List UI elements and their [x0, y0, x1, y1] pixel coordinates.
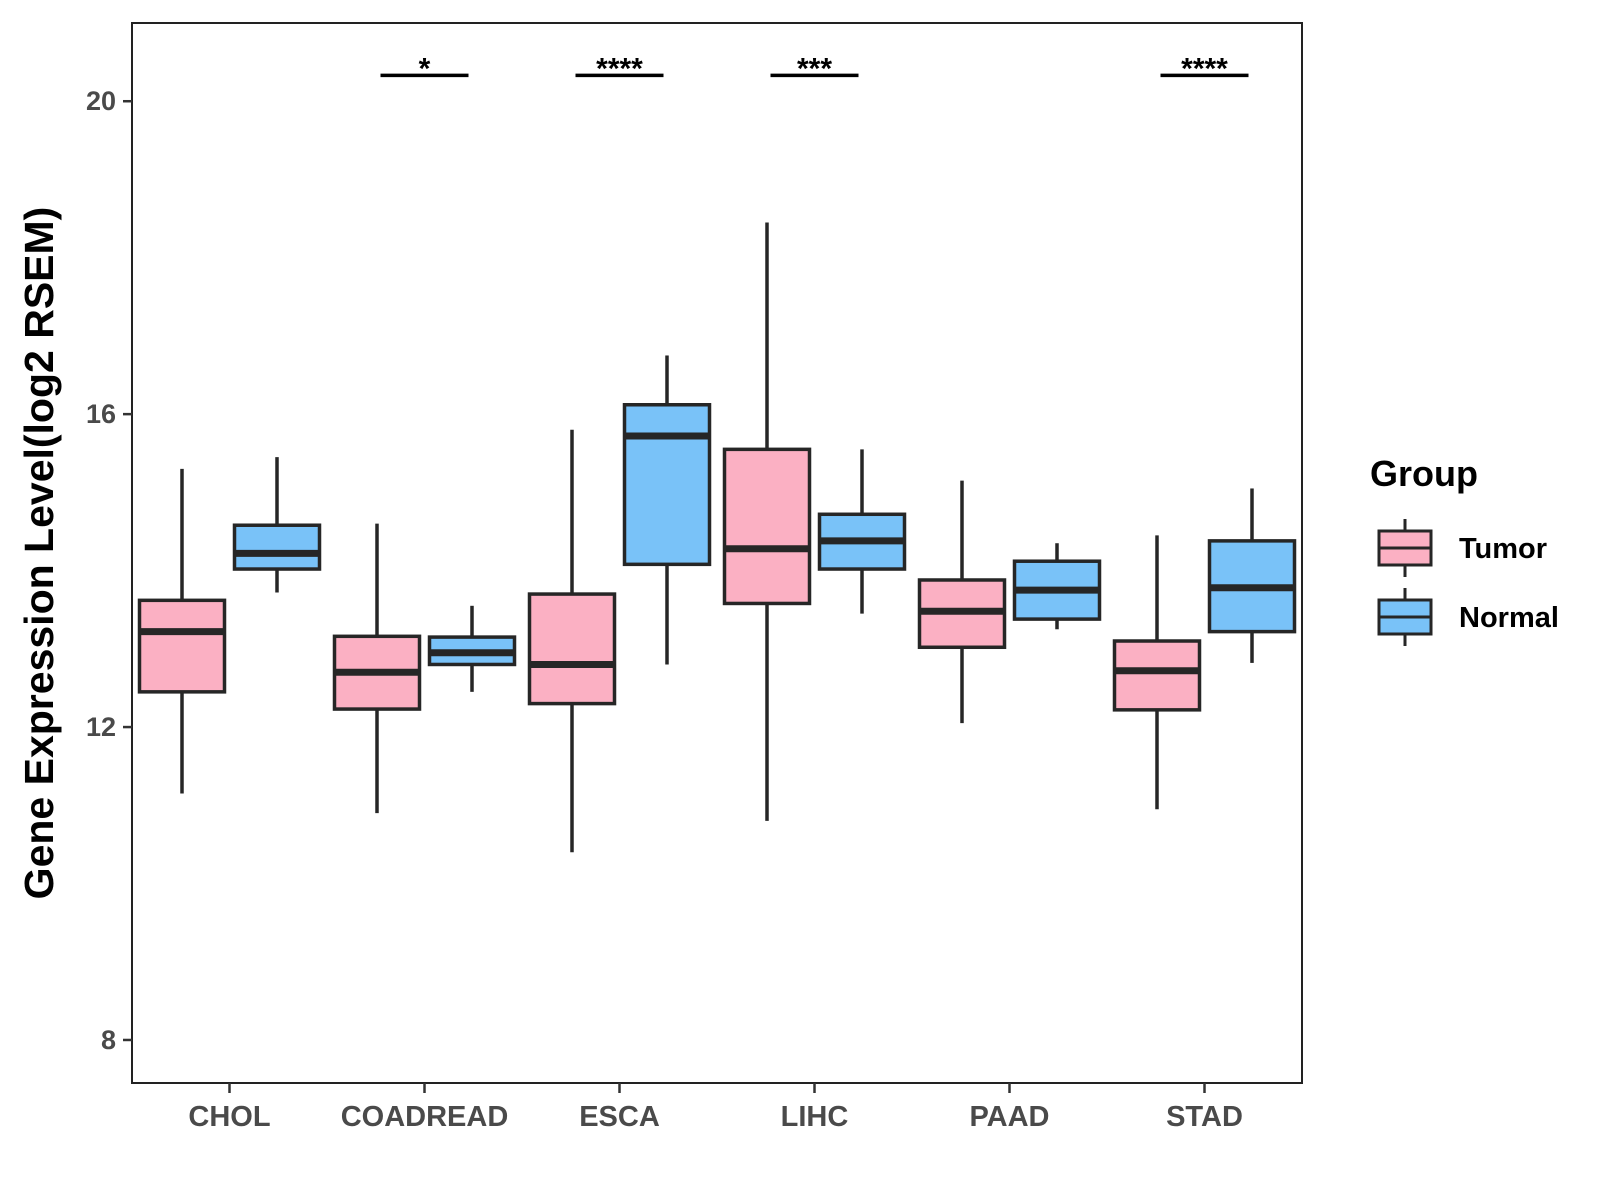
box-iqr — [527, 592, 617, 706]
x-tick-label: CHOL — [188, 1101, 270, 1133]
y-axis-title: Gene Expression Level(log2 RSEM) — [16, 207, 62, 900]
legend-item-tumor: Tumor — [1377, 519, 1547, 577]
plot-marks: * **** *** **** — [137, 52, 1297, 853]
box-iqr — [1112, 639, 1202, 712]
box-tumor-esca — [527, 429, 617, 853]
x-tick-label: LIHC — [781, 1101, 849, 1133]
box-normal-chol — [232, 457, 322, 593]
box-tumor-paad — [917, 480, 1007, 724]
legend-label: Normal — [1459, 602, 1559, 634]
x-axis: CHOL COADREAD ESCA LIHC PAAD STAD — [188, 1083, 1243, 1133]
box-iqr — [137, 598, 227, 694]
significance-label-stad: **** — [1181, 52, 1228, 85]
box-iqr — [622, 403, 712, 567]
box-normal-paad — [1012, 543, 1102, 630]
legend: Group Tumor Normal — [1370, 453, 1559, 646]
plot-panel-border — [131, 22, 1303, 1084]
box-normal-lihc — [817, 449, 907, 614]
y-tick-label: 16 — [86, 399, 116, 429]
y-axis: 8 12 16 20 — [86, 86, 132, 1055]
box-iqr — [232, 523, 322, 571]
y-tick-label: 20 — [86, 86, 116, 116]
x-tick-label: PAAD — [969, 1101, 1049, 1133]
box-iqr — [722, 447, 812, 606]
legend-title: Group — [1370, 453, 1478, 494]
y-tick-label: 8 — [101, 1025, 116, 1055]
box-tumor-coadread — [332, 523, 422, 814]
box-normal-coadread — [427, 605, 517, 692]
x-tick-label: ESCA — [579, 1101, 660, 1133]
box-tumor-chol — [137, 468, 227, 794]
legend-label: Tumor — [1459, 533, 1547, 565]
significance-label-lihc: *** — [797, 52, 832, 85]
significance-label-coadread: * — [419, 52, 431, 85]
box-tumor-stad — [1112, 535, 1202, 810]
x-tick-label: COADREAD — [341, 1101, 509, 1133]
x-tick-label: STAD — [1166, 1101, 1243, 1133]
box-tumor-lihc — [722, 222, 812, 821]
box-normal-stad — [1207, 488, 1297, 663]
significance-label-esca: **** — [596, 52, 643, 85]
legend-item-normal: Normal — [1377, 588, 1559, 646]
y-tick-label: 12 — [86, 712, 116, 742]
box-normal-esca — [622, 355, 712, 665]
